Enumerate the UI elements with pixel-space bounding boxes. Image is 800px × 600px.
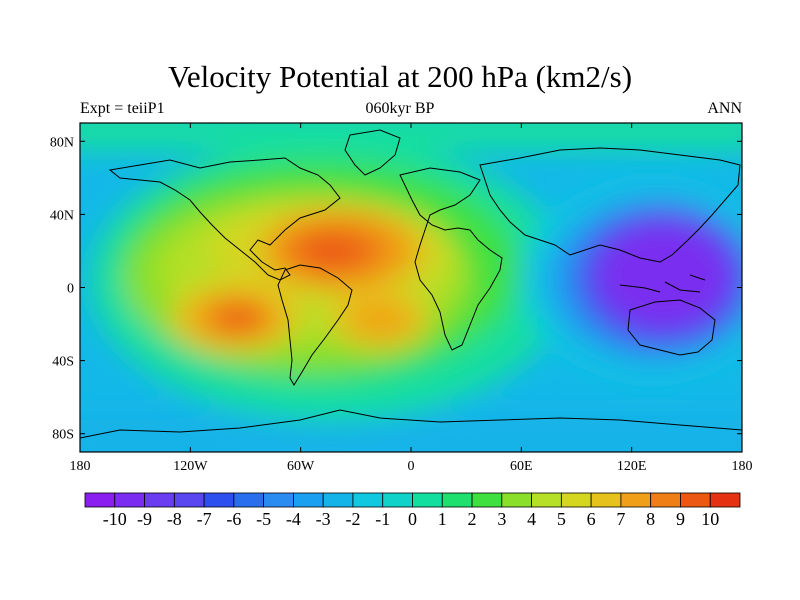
- colorbar-swatch: [680, 492, 711, 508]
- time-label: 060kyr BP: [365, 100, 435, 117]
- colorbar-label: 1: [438, 509, 447, 529]
- colorbar-label: -10: [103, 509, 127, 529]
- colorbar-swatch: [114, 492, 145, 508]
- colorbar-swatch: [203, 492, 235, 508]
- colorbar-label: -6: [226, 509, 241, 529]
- colorbar-label: -8: [167, 509, 182, 529]
- colorbar-label: 3: [497, 509, 506, 529]
- colorbar-label: 10: [701, 509, 719, 529]
- colorbar-swatch: [352, 492, 384, 508]
- x-tick-label: 120E: [617, 459, 647, 474]
- colorbar-swatch: [382, 492, 413, 508]
- y-tick-label: 40N: [50, 208, 74, 223]
- colorbar: -10 -9 -8 -7 -6 -5 -4 -3 -2 -1 0 1 2 3 4 5 6 7 8 9 10: [84, 492, 741, 529]
- colorbar-swatch: [560, 492, 592, 508]
- colorbar-label: -9: [137, 509, 152, 529]
- colorbar-swatch: [620, 492, 652, 508]
- colorbar-label: -4: [286, 509, 301, 529]
- y-tick-label: 40S: [52, 355, 74, 370]
- experiment-label: Expt = teiiP1: [80, 100, 165, 117]
- plot-title: Velocity Potential at 200 hPa (km2/s): [167, 59, 633, 94]
- y-tick-label: 80S: [52, 428, 74, 443]
- colorbar-label: -3: [316, 509, 331, 529]
- colorbar-label: -5: [256, 509, 271, 529]
- season-label: ANN: [707, 100, 742, 117]
- axis-ticks: 80N 40N 0 40S 80S 180 120W 60W 0 60E 120E 180: [50, 123, 753, 474]
- contour-field: [80, 123, 742, 452]
- colorbar-swatch: [531, 492, 562, 508]
- colorbar-label: 2: [468, 509, 477, 529]
- colorbar-swatch: [293, 492, 324, 508]
- colorbar-swatch: [412, 492, 443, 508]
- colorbar-label: 9: [676, 509, 685, 529]
- colorbar-swatch: [84, 492, 116, 508]
- colorbar-label: 6: [587, 509, 596, 529]
- colorbar-label: 7: [616, 509, 625, 529]
- colorbar-label: 8: [646, 509, 655, 529]
- colorbar-swatch: [322, 492, 354, 508]
- colorbar-swatch: [441, 492, 473, 508]
- y-tick-label: 0: [67, 282, 74, 297]
- coastlines: [80, 129, 742, 439]
- colorbar-label: -7: [197, 509, 212, 529]
- colorbar-swatch: [471, 492, 503, 508]
- colorbar-swatch: [263, 492, 294, 508]
- colorbar-swatch: [590, 492, 622, 508]
- colorbar-swatch: [650, 492, 681, 508]
- x-tick-label: 60E: [510, 459, 533, 474]
- x-tick-label: 0: [408, 459, 415, 474]
- colorbar-label: -1: [375, 509, 390, 529]
- x-tick-label: 60W: [287, 459, 315, 474]
- colorbar-swatch: [173, 492, 205, 508]
- colorbar-swatch: [144, 492, 175, 508]
- x-tick-label: 120W: [173, 459, 208, 474]
- x-tick-label: 180: [70, 459, 91, 474]
- colorbar-swatch: [233, 492, 265, 508]
- colorbar-swatch: [709, 492, 741, 508]
- colorbar-swatch: [501, 492, 532, 508]
- colorbar-label: -2: [345, 509, 360, 529]
- x-tick-label: 180: [732, 459, 753, 474]
- colorbar-label: 0: [408, 509, 417, 529]
- y-tick-label: 80N: [50, 135, 74, 150]
- colorbar-label: 5: [557, 509, 566, 529]
- colorbar-label: 4: [527, 509, 536, 529]
